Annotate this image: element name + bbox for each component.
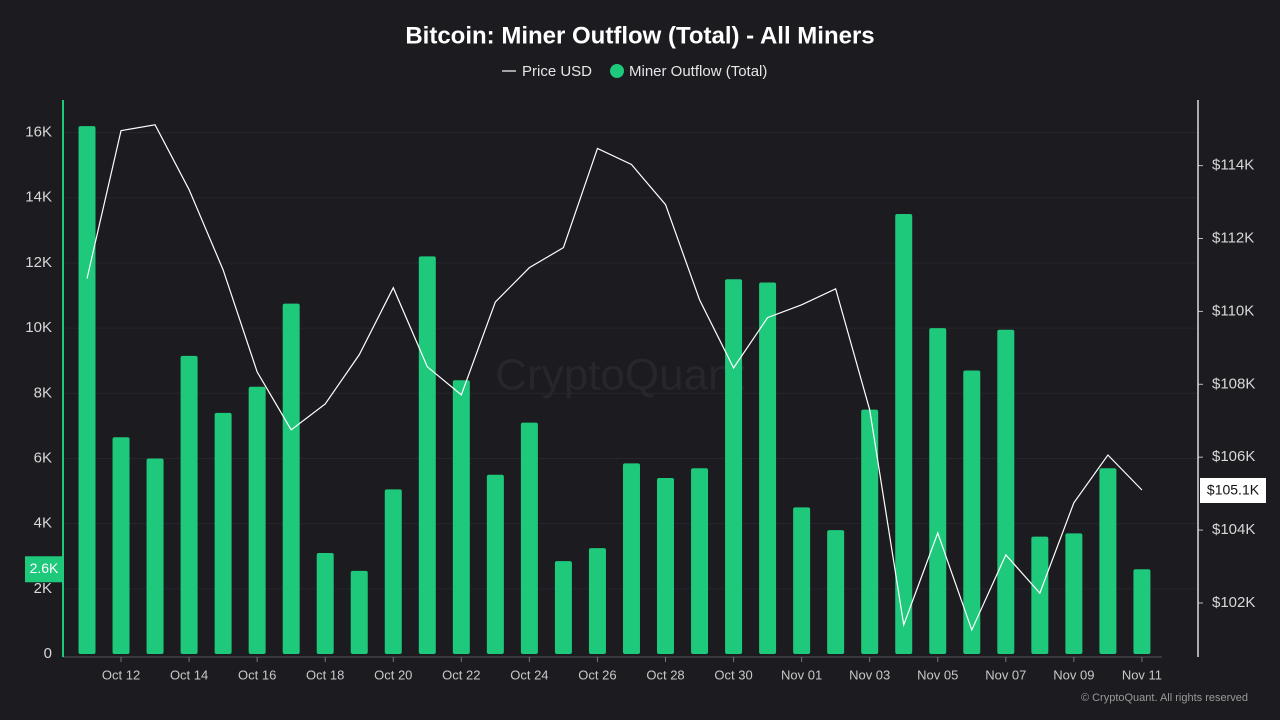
bar: [895, 214, 913, 654]
x-tick-label: Oct 12: [102, 667, 140, 682]
last-value-label: 2.6K: [30, 560, 59, 576]
bar: [657, 478, 675, 654]
bar: [963, 370, 981, 654]
bar: [452, 380, 470, 654]
x-tick-label: Nov 07: [985, 667, 1026, 682]
y2-tick-label: $114K: [1212, 157, 1254, 174]
bar: [725, 279, 743, 654]
y-tick-label: 0: [44, 645, 52, 662]
legend-label: Price USD: [522, 63, 592, 80]
chart-title: Bitcoin: Miner Outflow (Total) - All Min…: [405, 22, 874, 49]
bar: [214, 412, 232, 654]
y2-tick-label: $110K: [1212, 302, 1254, 319]
x-tick-label: Oct 26: [578, 667, 616, 682]
bar: [759, 282, 777, 654]
x-tick-label: Oct 14: [170, 667, 208, 682]
bar: [554, 561, 572, 654]
bar: [486, 474, 504, 654]
bar: [180, 355, 198, 654]
price-line: [86, 124, 1143, 632]
bar: [1133, 569, 1151, 654]
x-tick-label: Oct 18: [306, 667, 344, 682]
bar: [316, 552, 334, 654]
bar: [691, 468, 709, 654]
y-tick-label: 6K: [34, 449, 52, 466]
x-tick-label: Oct 22: [442, 667, 480, 682]
watermark: CryptoQuant: [495, 351, 744, 400]
bar: [793, 507, 811, 654]
last-price-label: $105.1K: [1207, 482, 1260, 498]
y-tick-label: 12K: [25, 254, 52, 271]
legend-label: Miner Outflow (Total): [629, 63, 767, 80]
bar: [1065, 533, 1083, 654]
bar: [861, 409, 879, 654]
y-tick-label: 2K: [34, 580, 52, 597]
last-value-badge: [25, 556, 63, 583]
bar: [1031, 536, 1049, 654]
x-tick-label: Oct 24: [510, 667, 548, 682]
bar: [112, 437, 130, 654]
bar: [1099, 468, 1117, 654]
bar: [248, 386, 266, 654]
x-tick-label: Oct 16: [238, 667, 276, 682]
x-tick-label: Oct 20: [374, 667, 412, 682]
credit: © CryptoQuant. All rights reserved: [1081, 692, 1248, 704]
bar: [588, 548, 606, 654]
last-price-badge: [1200, 477, 1266, 503]
x-tick-label: Nov 05: [917, 667, 958, 682]
bar: [997, 329, 1015, 654]
bar: [146, 458, 164, 654]
bar: [78, 126, 96, 655]
y-tick-label: 16K: [25, 124, 52, 141]
bar: [350, 570, 368, 654]
y-tick-label: 8K: [34, 384, 52, 401]
y2-tick-label: $102K: [1212, 594, 1255, 611]
x-tick-label: Nov 11: [1122, 667, 1162, 682]
y-tick-label: 14K: [25, 189, 52, 206]
bar: [929, 328, 947, 654]
bar: [827, 530, 845, 654]
y2-tick-label: $104K: [1212, 521, 1255, 538]
legend-dot: [610, 64, 624, 78]
x-tick-label: Nov 01: [781, 667, 822, 682]
x-tick-label: Nov 03: [849, 667, 890, 682]
x-tick-label: Nov 09: [1053, 667, 1094, 682]
bar: [622, 463, 640, 654]
y-tick-label: 4K: [34, 515, 52, 532]
y2-tick-label: $108K: [1212, 375, 1255, 392]
bar: [520, 422, 538, 654]
x-tick-label: Oct 30: [714, 667, 752, 682]
y2-tick-label: $112K: [1212, 229, 1254, 246]
bar: [384, 489, 402, 654]
y2-tick-label: $106K: [1212, 448, 1255, 465]
bar: [418, 256, 436, 654]
y-tick-label: 10K: [25, 319, 52, 336]
bar: [282, 303, 300, 654]
x-tick-label: Oct 28: [646, 667, 684, 682]
